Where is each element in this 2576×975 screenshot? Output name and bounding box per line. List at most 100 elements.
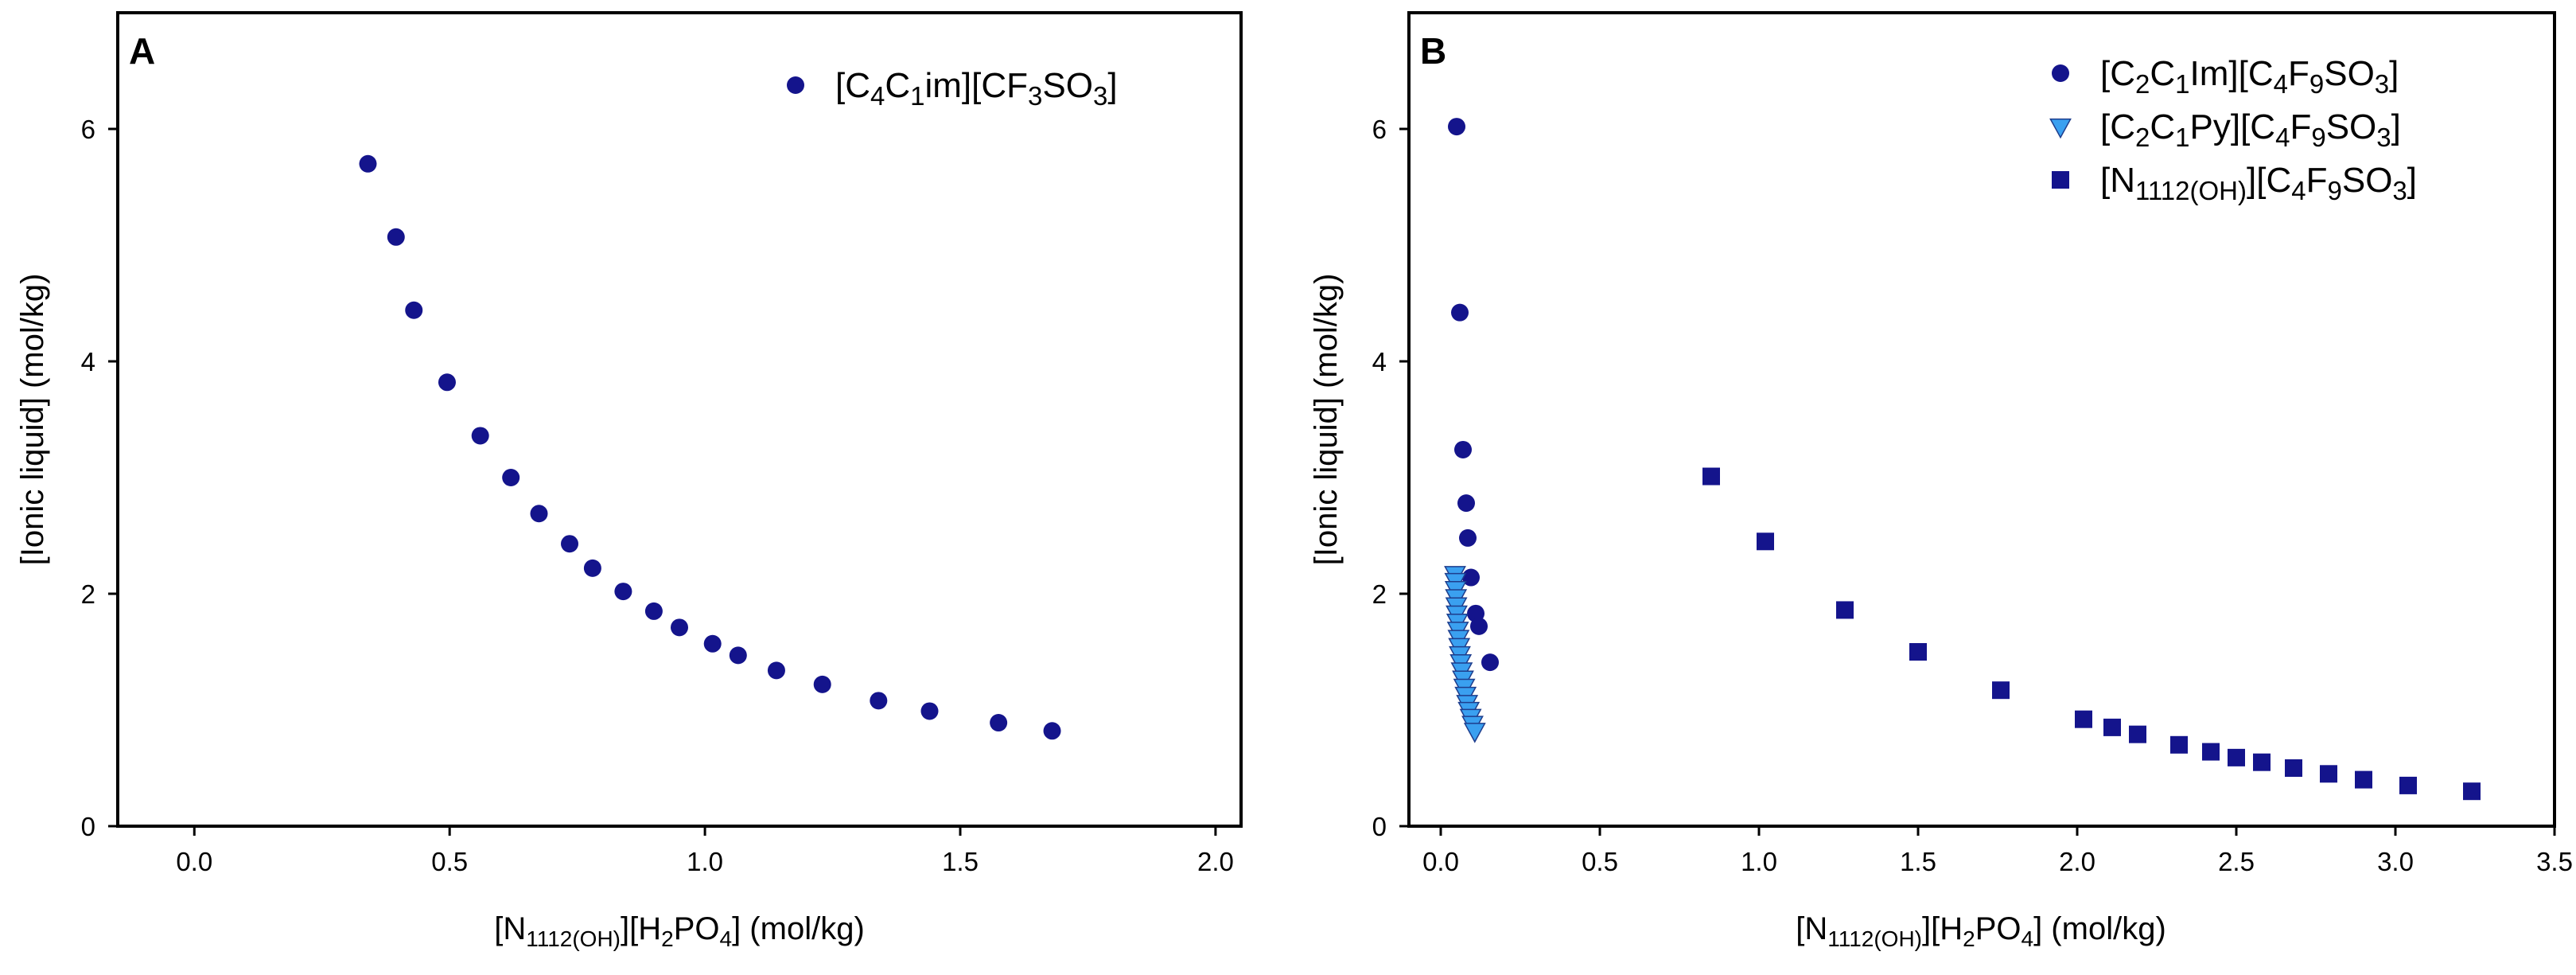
data-point: [502, 469, 520, 486]
data-point: [1457, 494, 1475, 513]
data-point: [813, 675, 831, 693]
legend-label-part: F: [2306, 161, 2328, 200]
panel-b-label: B: [1420, 30, 1446, 72]
data-point: [2355, 770, 2372, 789]
data-point: [561, 535, 579, 553]
legend-label-part: [C: [2100, 107, 2135, 146]
data-point: [1462, 568, 1480, 587]
legend-label-part: 3: [2392, 176, 2407, 205]
panel-a-legend: [C4C1im][CF3SO3]: [787, 66, 1118, 111]
legend-label-part: 4: [2274, 69, 2288, 99]
data-point: [438, 373, 456, 392]
y-tick-label: 4: [81, 347, 95, 376]
data-point: [471, 427, 489, 445]
data-point: [1459, 528, 1477, 547]
data-point: [1909, 643, 1927, 661]
legend-label-part: 2: [2135, 69, 2150, 99]
x-tick-label: 1.5: [942, 847, 979, 876]
x-tick-label: 3.0: [2377, 847, 2414, 876]
legend-label-part: ][C: [2247, 161, 2291, 200]
panel-b-frame: [1407, 11, 2556, 828]
data-point: [1470, 617, 1488, 635]
x-tick-label: 1.5: [1900, 847, 1936, 876]
legend-label-part: im][CF: [925, 66, 1029, 105]
data-point: [530, 505, 548, 523]
legend-marker: [2049, 118, 2072, 139]
legend-label-part: Im][C: [2190, 54, 2274, 93]
data-point: [1702, 467, 1720, 486]
legend-label-part: 4: [2291, 176, 2306, 205]
panel-a-xlabel-part: ][H: [621, 911, 661, 946]
panel-b-xlabel-part: PO: [1975, 911, 2021, 946]
x-tick-label: 2.0: [2059, 847, 2095, 876]
y-tick-label: 2: [1372, 579, 1387, 609]
legend-label-part: C: [885, 66, 910, 105]
panel-b-xlabel-part: ] (mol/kg): [2033, 911, 2166, 946]
data-point: [1448, 118, 1465, 136]
data-point: [870, 692, 888, 710]
panel-b-yticks: 0 2 4 6: [1372, 115, 1409, 841]
legend-label-part: 4: [870, 81, 885, 111]
panel-a-xlabel-part: [N: [494, 911, 526, 946]
legend-label-part: 9: [2311, 123, 2325, 152]
panel-b-xlabel-sub: 1112(OH): [1827, 926, 1922, 951]
panel-b-xlabel-part: [N: [1796, 911, 1827, 946]
legend-label-part: 9: [2327, 176, 2341, 205]
y-tick-label: 6: [1372, 115, 1387, 144]
data-point: [1451, 303, 1469, 322]
legend-label-part: 2: [2135, 123, 2150, 152]
data-point: [1992, 681, 2010, 700]
x-tick-label: 2.0: [1197, 847, 1234, 876]
data-point: [2170, 735, 2188, 754]
data-point: [990, 714, 1008, 732]
data-point: [729, 646, 747, 665]
legend-label-part: [C: [835, 66, 870, 105]
legend-label-part: F: [2290, 107, 2311, 146]
panel-a-xlabel-part: ] (mol/kg): [732, 911, 865, 946]
data-point: [2228, 748, 2245, 766]
panel-a-xlabel-part: PO: [674, 911, 720, 946]
panel-a-yticks: 0 2 4 6: [81, 115, 118, 841]
legend-label-part: 9: [2309, 69, 2324, 99]
panel-b-xlabel-sub: 4: [2021, 926, 2034, 951]
data-point: [767, 661, 785, 680]
y-tick-label: 0: [1372, 812, 1387, 841]
panel-a-xlabel: [N1112(OH)][H2PO4] (mol/kg): [494, 911, 865, 951]
y-tick-label: 0: [81, 812, 95, 841]
legend-label-part: 1112(OH): [2135, 176, 2247, 205]
data-point: [1043, 722, 1061, 740]
panel-a-xlabel-sub: 4: [720, 926, 733, 951]
legend-label: [C4C1im][CF3SO3]: [835, 66, 1118, 111]
legend-label-part: 3: [2376, 123, 2391, 152]
legend-label-part: SO: [1042, 66, 1093, 105]
data-point: [2075, 710, 2092, 728]
legend-marker: [2052, 64, 2069, 82]
legend-marker: [2052, 171, 2069, 189]
panel-b-legend: [C2C1Im][C4F9SO3][C2C1Py][C4F9SO3][N1112…: [2049, 54, 2417, 205]
legend-label-part: 4: [2275, 123, 2290, 152]
y-tick-label: 6: [81, 115, 95, 144]
panel-b-xlabel-part: ][H: [1922, 911, 1963, 946]
data-point: [405, 301, 423, 319]
panel-b-points: [1444, 118, 2481, 801]
legend-label-part: 3: [2375, 69, 2389, 99]
data-point: [359, 154, 377, 173]
legend-label-part: 1: [2175, 69, 2189, 99]
panel-b: B 0.0 0.5 1.0 1.5 2.0 2.5 3.0 3.5 0 2 4 6 [Ionic l…: [1309, 11, 2573, 951]
data-point: [2285, 759, 2302, 777]
data-point: [1454, 440, 1472, 458]
data-point: [2253, 753, 2271, 771]
x-tick-label: 0.0: [176, 847, 212, 876]
data-point: [2103, 718, 2121, 736]
y-tick-label: 2: [81, 579, 95, 609]
panel-a-frame: [116, 11, 1243, 828]
legend-label-part: SO: [2324, 54, 2375, 93]
data-point: [920, 702, 939, 720]
x-tick-label: 1.0: [687, 847, 723, 876]
legend-label-part: ]: [2407, 161, 2417, 200]
data-point: [671, 618, 688, 637]
data-point: [387, 228, 405, 246]
panel-a-ylabel: [Ionic liquid] (mol/kg): [15, 274, 50, 566]
data-point: [583, 559, 601, 577]
